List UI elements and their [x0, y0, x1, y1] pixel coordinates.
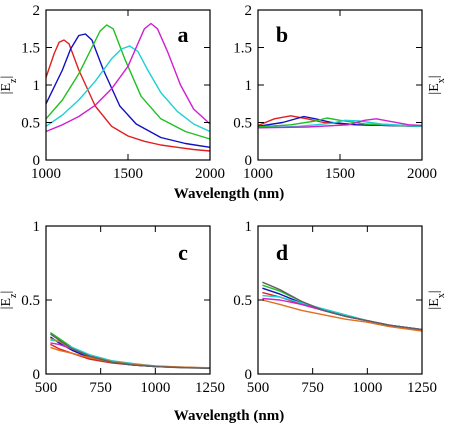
series-line-b-3	[257, 119, 423, 129]
series-line-a-2	[45, 24, 211, 140]
y-tick-label-c: 1	[33, 219, 41, 235]
x-axis-label-bottom: Wavelength (nm)	[174, 408, 284, 424]
series-line-a-1	[45, 33, 211, 148]
y-tick-label-b: 2	[245, 3, 253, 19]
y-tick-label-b: 0.5	[233, 116, 252, 132]
y-tick-label-c: 0	[33, 367, 41, 383]
series-line-d-5	[262, 299, 423, 332]
panel-d: 500 750 1000 1250 0 0.5 1 |Ex| d	[233, 219, 446, 396]
panel-label-d: d	[276, 240, 288, 265]
y-tick-label-b: 1.5	[233, 41, 252, 57]
x-tick-label-d: 1250	[407, 380, 437, 396]
panel-a: 1000 1500 2000 0 0.5 1 1.5 2 |Ez| a	[0, 3, 225, 182]
x-tick-label-d: 750	[301, 380, 324, 396]
y-axis-label-c: |Ez|	[0, 291, 19, 310]
x-tick-label-d: 500	[247, 380, 270, 396]
y-tick-label-d: 0	[245, 367, 253, 383]
x-tick-label-d: 1000	[352, 380, 382, 396]
y-tick-label-a: 1	[33, 78, 41, 94]
panel-label-a: a	[178, 22, 189, 47]
x-tick-label-c: 1250	[195, 380, 225, 396]
x-axis-label-top: Wavelength (nm)	[174, 186, 284, 202]
y-tick-label-d: 1	[245, 219, 253, 235]
series-line-d-2	[262, 284, 423, 331]
series-line-a-0	[45, 39, 211, 152]
x-tick-label-a: 1500	[113, 166, 143, 182]
y-tick-label-c: 0.5	[21, 293, 40, 309]
y-tick-label-a: 0	[33, 153, 41, 169]
y-tick-label-a: 2	[33, 3, 41, 19]
series-line-a-3	[45, 45, 211, 133]
panel-b: 1000 1500 2000 0 0.5 1 1.5 2 |Ex| b	[233, 3, 446, 182]
x-tick-label-a: 1000	[31, 166, 61, 182]
x-tick-label-b: 1000	[243, 166, 273, 182]
y-tick-label-d: 0.5	[233, 293, 252, 309]
series-line-b-4	[257, 118, 423, 129]
y-axis-label-d: |Ex|	[427, 290, 447, 309]
panel-label-c: c	[178, 240, 188, 265]
y-tick-label-b: 0	[245, 153, 253, 169]
y-tick-label-a: 0.5	[21, 116, 40, 132]
series-line-d-6	[262, 281, 423, 331]
x-tick-label-b: 2000	[407, 166, 437, 182]
series-line-a-4	[45, 22, 211, 133]
x-tick-label-c: 1000	[140, 380, 170, 396]
y-axis-label-b: |Ex|	[427, 75, 447, 94]
y-axis-label-a: |Ez|	[0, 76, 19, 95]
panel-label-b: b	[276, 22, 288, 47]
x-tick-label-c: 500	[35, 380, 58, 396]
y-tick-label-b: 1	[245, 78, 253, 94]
y-tick-label-a: 1.5	[21, 41, 40, 57]
series-line-c-7	[50, 333, 211, 370]
panel-c: 500 750 1000 1250 0 0.5 1 |Ez| c	[0, 219, 225, 396]
x-tick-label-a: 2000	[195, 166, 225, 182]
x-tick-label-c: 750	[89, 380, 112, 396]
x-tick-label-b: 1500	[325, 166, 355, 182]
